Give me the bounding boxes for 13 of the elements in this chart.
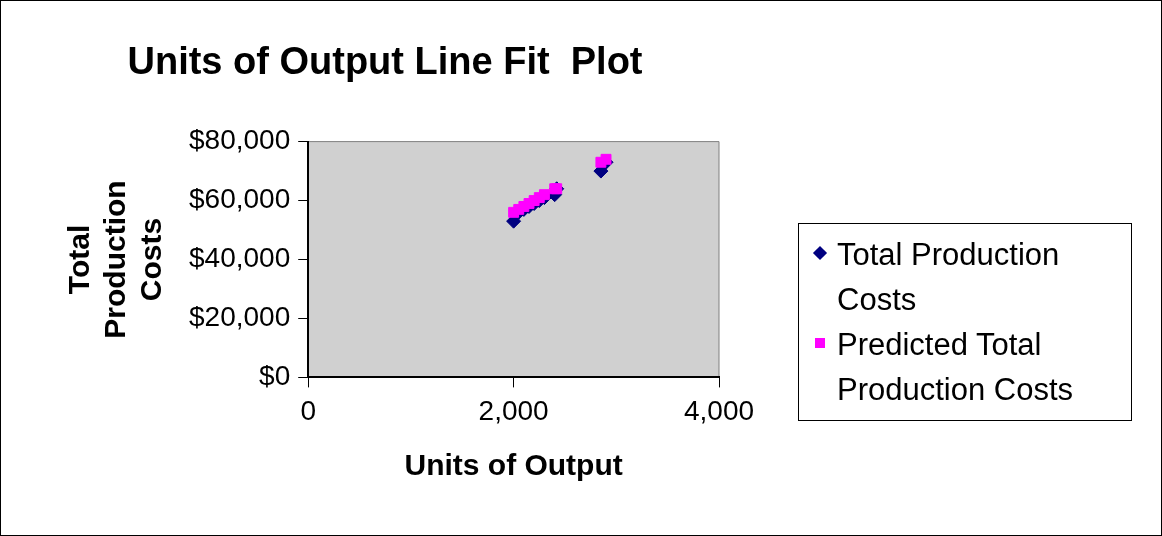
legend-label: Predicted Total Production Costs — [837, 326, 1075, 409]
y-tick-label: $0 — [259, 360, 291, 392]
y-tick-label: $40,000 — [188, 242, 291, 274]
chart-title: Units of Output Line Fit Plot — [127, 40, 643, 83]
x-tick-label: 2,000 — [478, 394, 549, 426]
y-tick-label: $20,000 — [188, 301, 291, 333]
y-axis-title: Total Production Costs — [62, 180, 168, 339]
legend-label: Total Production Costs — [837, 236, 1061, 319]
x-tick-label: 4,000 — [683, 394, 755, 426]
y-tick-label: $60,000 — [188, 183, 291, 215]
y-tick-label: $80,000 — [188, 124, 291, 156]
x-tick-label: 0 — [300, 394, 316, 426]
x-axis-title: Units of Output — [404, 448, 623, 482]
